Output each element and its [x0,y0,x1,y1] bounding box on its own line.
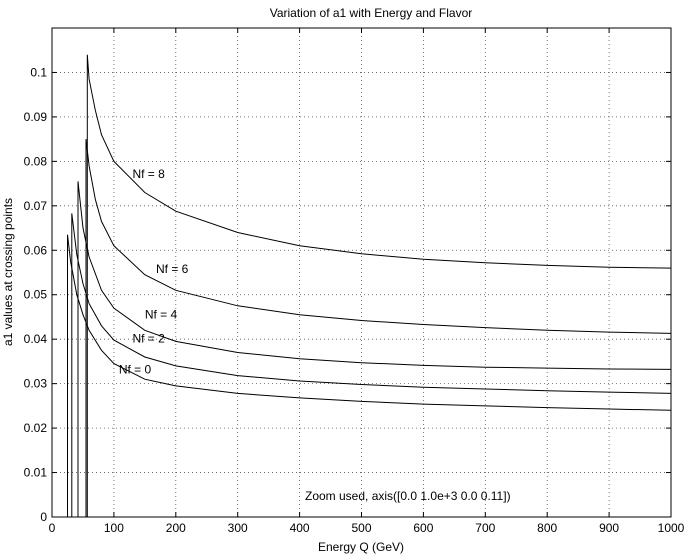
y-tick-label: 0.08 [24,154,48,168]
y-tick-label: 0 [40,510,47,524]
axis-ticks: 0 100 200 300 400 500 600 700 800 900 1000 0 0.01 0.0… [24,28,685,535]
series-label: Nf = 6 [156,262,189,276]
x-axis-title: Energy Q (GeV) [318,540,404,554]
chart-title: Variation of a1 with Energy and Flavor [270,6,473,20]
y-tick-label: 0.01 [24,466,48,480]
series-label: Nf = 4 [145,308,178,322]
x-tick-label: 500 [351,521,371,535]
y-tick-label: 0.03 [24,377,48,391]
x-tick-label: 900 [599,521,619,535]
y-tick-label: 0.09 [24,110,48,124]
y-tick-label: 0.1 [30,65,47,79]
series-line [85,139,672,517]
series-line [77,181,672,517]
y-axis-title: a1 values at crossing points [1,198,15,346]
x-tick-label: 600 [413,521,433,535]
x-tick-label: 1000 [658,521,685,535]
y-tick-label: 0.06 [24,243,48,257]
zoom-annotation: Zoom used, axis([0.0 1.0e+3 0.0 0.11]) [305,489,511,503]
series-label: Nf = 0 [119,362,152,376]
x-tick-label: 0 [49,521,56,535]
y-tick-label: 0.02 [24,421,48,435]
series-label: Nf = 2 [132,331,165,345]
x-tick-label: 800 [537,521,557,535]
series-label: Nf = 8 [132,167,165,181]
series-labels: Nf = 8 Nf = 6 Nf = 4 Nf = 2 Nf = 0 [119,167,189,377]
y-tick-label: 0.07 [24,199,48,213]
series-line [71,213,672,517]
grid-lines [52,28,671,517]
x-tick-label: 100 [104,521,124,535]
series-line [86,54,672,517]
y-tick-label: 0.05 [24,288,48,302]
y-tick-label: 0.04 [24,332,48,346]
x-tick-label: 300 [228,521,248,535]
x-tick-label: 700 [475,521,495,535]
x-tick-label: 200 [166,521,186,535]
x-tick-label: 400 [290,521,310,535]
series-lines [67,54,672,517]
series-line [67,234,672,517]
